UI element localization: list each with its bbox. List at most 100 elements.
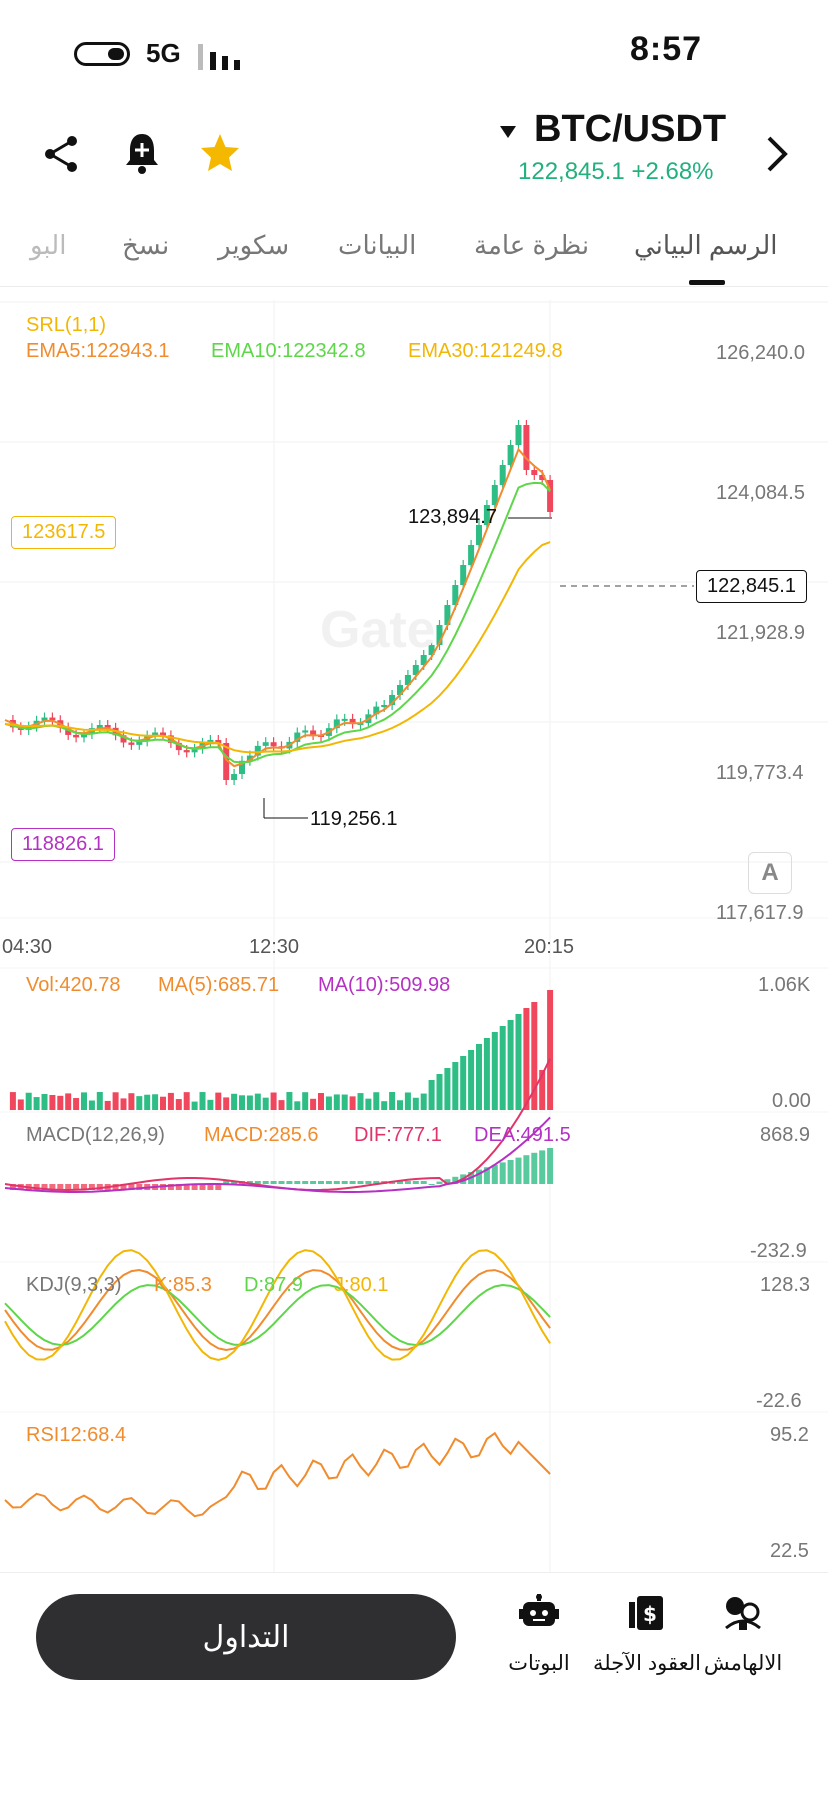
volume-bar (318, 1093, 324, 1110)
candle-body (333, 719, 340, 729)
volume-bar (73, 1098, 80, 1110)
tab-data[interactable]: البيانات (338, 230, 417, 260)
favorite-star-icon[interactable] (198, 132, 242, 174)
volume-bar (286, 1092, 293, 1110)
volume-bar (357, 1093, 364, 1110)
candle-body (239, 760, 245, 774)
indicator-ema5: EMA5:122943.1 (26, 340, 170, 362)
rsi-axis-label: 22.5 (770, 1540, 809, 1562)
candle-body (49, 717, 56, 721)
macd-histogram-bar (341, 1181, 348, 1184)
volume-bar (25, 1092, 32, 1110)
tab-square[interactable]: سكوير (218, 230, 290, 260)
macd-histogram-bar (294, 1181, 301, 1184)
macd-histogram-bar (207, 1184, 214, 1190)
volume-bar (294, 1101, 301, 1110)
macd-histogram-bar (136, 1184, 143, 1190)
candle-body (104, 725, 111, 728)
volume-bar (397, 1100, 403, 1110)
volume-bar (81, 1092, 87, 1110)
volume-axis-label: 1.06K (758, 974, 811, 996)
candle-body (160, 732, 166, 736)
tab-overview[interactable]: نظرة عامة (474, 230, 590, 260)
candle-body (270, 742, 277, 747)
share-icon[interactable] (42, 134, 82, 174)
candle-body (412, 665, 419, 675)
nav-bots-label: البوتات (508, 1652, 570, 1675)
srl-lower-label: 118826.1 (11, 828, 115, 861)
macd-histogram-bar (452, 1176, 459, 1184)
macd-histogram-bar (507, 1160, 514, 1184)
candle-body (191, 748, 198, 753)
volume-bar (112, 1092, 119, 1110)
volume-bar (412, 1097, 419, 1110)
candle-body (349, 718, 356, 724)
pair-dropdown-icon[interactable] (498, 124, 518, 140)
volume-bar (33, 1097, 40, 1110)
gate-watermark: Gate (320, 601, 436, 659)
volume-bar (231, 1093, 238, 1110)
price-axis-label: 124,084.5 (716, 482, 805, 504)
volume-bar (175, 1099, 182, 1110)
macd-histogram-bar (523, 1155, 530, 1184)
volume-bar (144, 1094, 151, 1110)
candle-body (128, 742, 135, 745)
candle-body (444, 605, 451, 625)
candle-body (136, 741, 143, 745)
macd-histogram-bar (33, 1184, 40, 1190)
macd-histogram-bar (436, 1181, 443, 1184)
candle-body (507, 445, 514, 465)
tab-copy[interactable]: نسخ (122, 230, 170, 260)
tab-bots[interactable]: البو (30, 230, 67, 260)
low-price-label: 119,256.1 (310, 808, 398, 830)
tab-bar: الرسم البياني نظرة عامة البيانات سكوير ن… (0, 214, 828, 287)
volume-bar (325, 1096, 332, 1110)
volume-bar (428, 1080, 435, 1110)
volume-bar (483, 1038, 490, 1110)
volume-bar (531, 1002, 538, 1110)
volume-bar (302, 1092, 309, 1110)
macd-value: MACD:285.6 (204, 1124, 319, 1146)
candle-body (468, 545, 475, 565)
volume-bar (499, 1026, 506, 1110)
macd-dea-line (4, 1116, 551, 1193)
trade-button[interactable]: التداول (36, 1594, 456, 1680)
pair-price-change: 122,845.1 +2.68% (518, 158, 714, 185)
volume-bar (310, 1098, 317, 1110)
candle-body (73, 734, 80, 738)
volume-bar (254, 1093, 261, 1110)
status-time: 8:57 (630, 30, 703, 68)
alert-bell-icon[interactable] (124, 132, 160, 174)
chart-area[interactable]: SRL(1,1) EMA5:122943.1 EMA10:122342.8 EM… (0, 300, 828, 1572)
chart-canvas[interactable] (0, 300, 828, 1572)
volume-bar (468, 1050, 475, 1110)
macd-histogram-bar (515, 1157, 522, 1184)
price-axis-label: 126,240.0 (716, 342, 805, 364)
candle-body (175, 742, 182, 751)
candle-body (96, 725, 103, 729)
macd-histogram-bar (120, 1184, 127, 1190)
nav-bots[interactable]: البوتات (484, 1594, 594, 1676)
auto-scale-icon[interactable]: A (748, 852, 792, 894)
bottom-bar (0, 1572, 828, 1794)
futures-icon: $ (629, 1596, 663, 1630)
macd-histogram-bar (270, 1181, 277, 1184)
macd-histogram-bar (318, 1181, 324, 1184)
macd-histogram-bar (286, 1181, 293, 1184)
macd-histogram-bar (128, 1184, 135, 1190)
volume-bar (341, 1094, 348, 1110)
nav-inspiration[interactable]: الالهامش (688, 1594, 798, 1676)
macd-histogram-bar (357, 1181, 364, 1184)
volume-bar (523, 1008, 530, 1110)
macd-axis-label: -232.9 (750, 1240, 807, 1262)
candle-body (294, 732, 301, 742)
macd-histogram-bar (231, 1181, 238, 1184)
macd-histogram-bar (483, 1167, 490, 1184)
macd-histogram-bar (491, 1164, 498, 1184)
tab-chart[interactable]: الرسم البياني (634, 230, 778, 260)
nav-futures[interactable]: $ العقود الآجلة (592, 1594, 702, 1676)
pair-title[interactable]: BTC/USDT (534, 108, 727, 150)
chevron-right-icon[interactable] (764, 134, 790, 174)
macd-histogram-bar (254, 1181, 261, 1184)
macd-histogram-bar (183, 1184, 190, 1190)
